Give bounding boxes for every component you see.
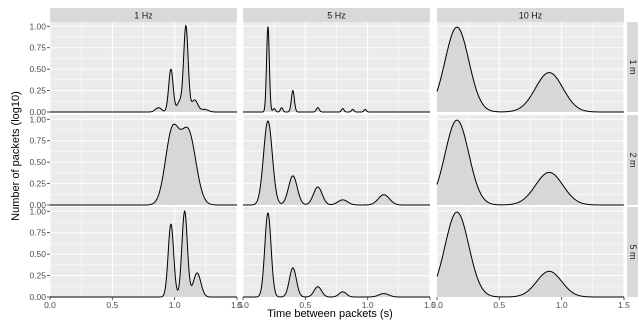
panel-1-hz-1-m: 0.00 0.25 0.50 0.75 1.00 bbox=[29, 21, 238, 117]
strip-row-label-1-m: 1 m bbox=[628, 59, 638, 74]
strip-col-5-hz bbox=[243, 8, 430, 22]
density-line bbox=[243, 26, 430, 113]
density-line bbox=[436, 211, 624, 298]
panel-5-hz-5-m: 0.0 0.5 1.0 1.5 bbox=[237, 207, 436, 310]
x-tick-label: 1.5 bbox=[231, 300, 243, 310]
y-tick-label: 0.75 bbox=[29, 228, 46, 238]
strip-row-label-2-m: 2 m bbox=[628, 152, 638, 167]
density-line bbox=[243, 120, 430, 206]
x-tick-label: 0.5 bbox=[299, 300, 311, 310]
y-tick-label: 0.00 bbox=[29, 107, 46, 117]
y-tick-label: 0.00 bbox=[29, 200, 46, 210]
x-tick-label: 0.0 bbox=[44, 300, 56, 310]
density-line bbox=[50, 123, 237, 206]
density-line bbox=[50, 210, 237, 298]
y-tick-label: 1.00 bbox=[29, 114, 46, 124]
density-area bbox=[50, 124, 237, 205]
density-line bbox=[436, 26, 624, 113]
y-tick-label: 0.25 bbox=[29, 179, 46, 189]
x-tick-label: 1.0 bbox=[169, 300, 181, 310]
x-tick-label: 1.5 bbox=[424, 300, 436, 310]
strip-row-2-m bbox=[627, 115, 638, 205]
strip-col-label-10-hz: 10 Hz bbox=[519, 11, 543, 21]
y-tick-label: 0.50 bbox=[29, 64, 46, 74]
y-tick-label: 0.50 bbox=[29, 157, 46, 167]
x-axis-title: Time between packets (s) bbox=[267, 308, 393, 320]
strip-col-label-1-hz: 1 Hz bbox=[134, 11, 153, 21]
panel-1-hz-5-m: 0.00 0.25 0.50 0.75 1.00 0.0 0.5 1.0 1.5 bbox=[29, 206, 243, 310]
x-tick-label: 1.5 bbox=[618, 300, 630, 310]
y-tick-label: 0.75 bbox=[29, 136, 46, 146]
y-tick-label: 0.00 bbox=[29, 292, 46, 302]
density-area bbox=[437, 120, 624, 205]
density-line bbox=[243, 212, 430, 298]
x-tick-label: 0.0 bbox=[431, 300, 443, 310]
facet-panels: 1 Hz 5 Hz 10 Hz 1 m 2 m 5 m 0.00 0.25 0.50 0.75 1.… bbox=[29, 8, 638, 310]
density-area bbox=[437, 212, 624, 297]
panel-10-hz-1-m bbox=[436, 22, 625, 113]
y-tick-label: 0.75 bbox=[29, 43, 46, 53]
strip-col-label-5-hz: 5 Hz bbox=[327, 11, 346, 21]
strip-row-1-m bbox=[627, 22, 638, 112]
density-line bbox=[436, 119, 624, 206]
x-tick-label: 0.5 bbox=[106, 300, 118, 310]
strip-col-10-hz bbox=[437, 8, 624, 22]
x-tick-label: 1.0 bbox=[556, 300, 568, 310]
y-tick-label: 0.50 bbox=[29, 249, 46, 259]
panel-10-hz-5-m: 0.0 0.5 1.0 1.5 bbox=[431, 207, 630, 310]
panel-5-hz-2-m bbox=[242, 115, 431, 206]
panel-1-hz-2-m: 0.00 0.25 0.50 0.75 1.00 bbox=[29, 114, 238, 210]
y-tick-label: 0.25 bbox=[29, 271, 46, 281]
y-axis-title: Number of packets (log10) bbox=[10, 91, 22, 221]
x-tick-label: 0.0 bbox=[237, 300, 249, 310]
x-tick-label: 0.5 bbox=[493, 300, 505, 310]
density-line bbox=[50, 24, 237, 113]
y-tick-label: 1.00 bbox=[29, 206, 46, 216]
panel-5-hz-1-m bbox=[242, 22, 431, 113]
density-area bbox=[437, 27, 624, 112]
y-tick-label: 0.25 bbox=[29, 86, 46, 96]
panel-10-hz-2-m bbox=[436, 115, 625, 206]
x-tick-label: 1.0 bbox=[362, 300, 374, 310]
y-tick-label: 1.00 bbox=[29, 21, 46, 31]
strip-row-label-5-m: 5 m bbox=[628, 244, 638, 259]
strip-col-1-hz bbox=[50, 8, 237, 22]
strip-row-5-m bbox=[627, 207, 638, 297]
